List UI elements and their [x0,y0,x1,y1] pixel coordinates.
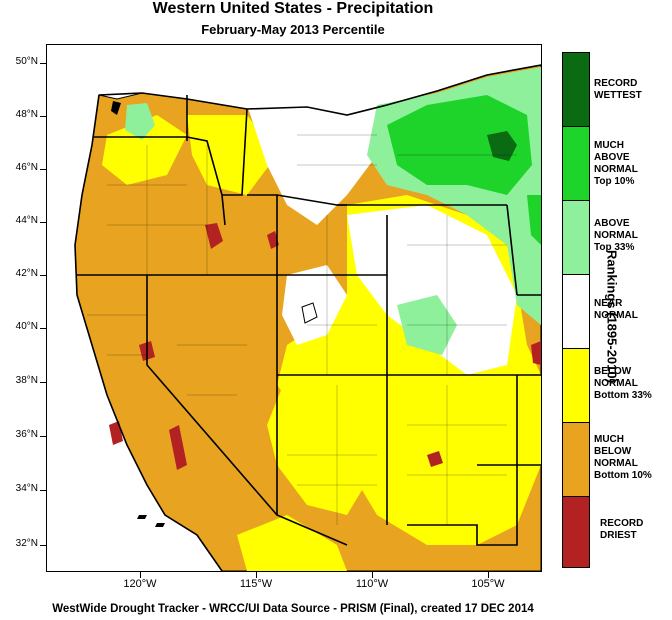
legend-label-much-below: MUCH BELOW NORMAL Bottom 10% [594,434,652,481]
lat-tick-38 [40,382,46,383]
lat-tick-46 [40,169,46,170]
legend-label-record-driest: RECORD DRIEST [600,518,644,541]
legend-label-above: ABOVE NORMAL Top 33% [594,218,638,253]
lon-label-105: 105°W [471,578,505,590]
legend-colorbar [562,52,590,568]
map-title: Western United States - Precipitation [152,0,434,17]
map-canvas [47,45,541,571]
lat-tick-50 [40,63,46,64]
legend-swatch-below [563,349,589,423]
map-subtitle: February-May 2013 Percentile [201,22,385,37]
lon-tick-110 [372,572,373,578]
lon-label-115: 115°W [239,578,273,590]
lat-tick-48 [40,116,46,117]
lat-tick-34 [40,490,46,491]
precipitation-map [46,44,542,572]
legend-swatch-record-wettest [563,53,589,127]
lat-label-50: 50°N [15,56,38,67]
legend-swatch-record-driest [563,497,589,567]
footer-credit: WestWide Drought Tracker - WRCC/UI Data … [52,603,534,615]
lat-label-32: 32°N [15,538,38,549]
lat-label-34: 34°N [15,483,38,494]
lon-tick-105 [488,572,489,578]
lat-label-42: 42°N [15,268,38,279]
lon-label-120: 120°W [123,578,157,590]
lat-label-40: 40°N [15,321,38,332]
legend-label-near: NEAR NORMAL [594,298,638,321]
legend-swatch-above [563,201,589,275]
lat-label-38: 38°N [15,375,38,386]
lon-label-110: 110°W [355,578,389,590]
lat-tick-44 [40,222,46,223]
legend-swatch-much-below [563,423,589,497]
lon-tick-115 [256,572,257,578]
lat-tick-32 [40,545,46,546]
legend-label-below: BELOW NORMAL Bottom 33% [594,366,652,401]
legend-label-record-wettest: RECORD WETTEST [594,78,642,101]
lat-tick-36 [40,436,46,437]
legend-title: Rankings (1895-2010) [604,250,620,383]
lon-tick-120 [140,572,141,578]
lat-label-48: 48°N [15,109,38,120]
legend-label-much-above: MUCH ABOVE NORMAL Top 10% [594,140,638,187]
lat-tick-42 [40,275,46,276]
legend-swatch-much-above [563,127,589,201]
lat-label-44: 44°N [15,215,38,226]
lat-label-46: 46°N [15,162,38,173]
lat-label-36: 36°N [15,429,38,440]
legend-swatch-near [563,275,589,349]
lat-tick-40 [40,328,46,329]
